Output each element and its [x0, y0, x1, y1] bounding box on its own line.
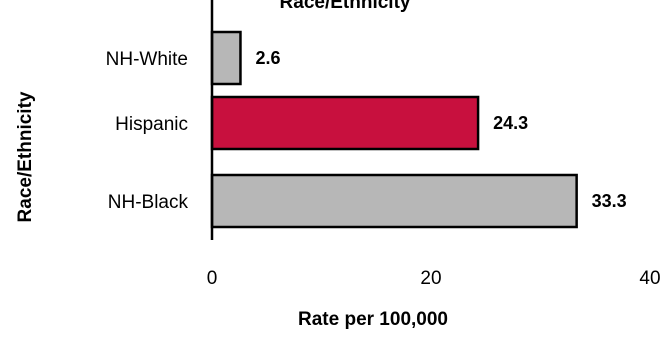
category-label-nh-black: NH-Black — [108, 192, 189, 213]
data-label-nh-white: 2.6 — [255, 48, 280, 68]
bar-nh-black — [210, 173, 578, 229]
bar-nh-white — [210, 30, 242, 86]
x-tick-label-20: 20 — [420, 268, 441, 289]
category-label-nh-white: NH-White — [106, 49, 188, 70]
bars-layer: 2.6 24.3 33.3 — [210, 30, 627, 229]
data-label-nh-black: 33.3 — [592, 191, 627, 211]
y-axis-title: Race/Ethnicity — [15, 91, 36, 222]
data-label-hispanic: 24.3 — [493, 113, 528, 133]
x-axis-title: Rate per 100,000 — [298, 309, 448, 330]
chart-title: Race/Ethnicity — [280, 0, 411, 13]
x-tick-label-40: 40 — [639, 268, 660, 289]
category-label-hispanic: Hispanic — [115, 114, 188, 135]
axis-layer: NH-White Hispanic NH-Black 0 20 40 — [106, 0, 661, 289]
bar-hispanic — [210, 95, 480, 151]
x-tick-label-0: 0 — [207, 268, 218, 289]
